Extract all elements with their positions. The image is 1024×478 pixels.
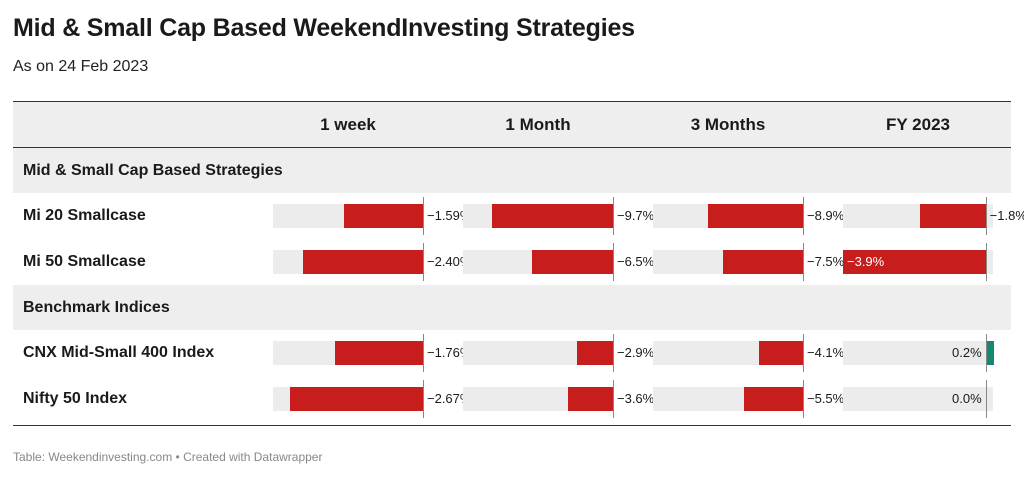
group-label: Mid & Small Cap Based Strategies (23, 162, 283, 179)
bar (335, 341, 423, 365)
group-row: Mid & Small Cap Based Strategies (13, 148, 1011, 193)
bar-value-label: −3.9% (847, 254, 885, 269)
bar-value-label: −4.1% (807, 345, 845, 360)
bar-track (843, 341, 993, 365)
bar-value-label: −2.9% (617, 345, 655, 360)
zero-line (423, 243, 424, 281)
bar (707, 204, 803, 228)
row-label: Nifty 50 Index (23, 390, 128, 407)
bar-value-label: −7.5% (807, 254, 845, 269)
zero-line (613, 380, 614, 418)
bar (303, 250, 423, 274)
bar (491, 204, 613, 228)
bar-value-label: −1.59% (427, 208, 472, 223)
bar-value-label: −2.67% (427, 391, 472, 406)
bar (343, 204, 423, 228)
zero-line (613, 334, 614, 372)
group-row: Benchmark Indices (13, 285, 1011, 330)
chart-title: Mid & Small Cap Based WeekendInvesting S… (13, 14, 635, 42)
column-header: 1 week (320, 115, 376, 134)
zero-line (986, 380, 987, 418)
bar-value-label: −3.6% (617, 391, 655, 406)
row-label: CNX Mid-Small 400 Index (23, 344, 215, 361)
zero-line (986, 197, 987, 235)
bar-value-label: −1.76% (427, 345, 472, 360)
table-row: Nifty 50 Index −2.67% −3.6% −5.5% 0.0% (13, 376, 1011, 422)
chart-footer: Table: Weekendinvesting.com • Created wi… (13, 450, 323, 464)
zero-line (613, 197, 614, 235)
table-row: CNX Mid-Small 400 Index −1.76% −2.9% −4.1% 0… (13, 330, 1011, 377)
header-row: 1 week 1 Month 3 Months FY 2023 (13, 102, 1011, 148)
zero-line (423, 334, 424, 372)
zero-line (423, 197, 424, 235)
column-header: FY 2023 (886, 115, 950, 134)
row-label: Mi 20 Smallcase (23, 207, 146, 224)
zero-line (803, 334, 804, 372)
bar (919, 204, 986, 228)
bar-value-label: 0.0% (952, 391, 982, 406)
bar-track (843, 387, 993, 411)
bar-value-label: −1.8% (989, 208, 1024, 223)
bar-value-label: −2.40% (427, 254, 472, 269)
zero-line (803, 380, 804, 418)
table-row: Mi 20 Smallcase −1.59% −9.7% −8.9% −1.8% (13, 193, 1024, 240)
bar (568, 387, 613, 411)
column-header: 1 Month (505, 115, 571, 134)
bar-value-label: −5.5% (807, 391, 845, 406)
performance-table: 1 week 1 Month 3 Months FY 2023 Mid & Small … (13, 101, 1024, 426)
bar (289, 387, 423, 411)
bar-value-label: 0.2% (952, 345, 982, 360)
column-header: 3 Months (690, 115, 766, 134)
bar (576, 341, 613, 365)
bar-value-label: −8.9% (807, 208, 845, 223)
table-row: Mi 50 Smallcase −2.40% −6.5% −7.5% −3.9% (13, 239, 1011, 285)
zero-line (423, 380, 424, 418)
zero-line (613, 243, 614, 281)
bar (722, 250, 803, 274)
zero-line (803, 243, 804, 281)
bar-value-label: −6.5% (617, 254, 655, 269)
bar (531, 250, 613, 274)
row-label: Mi 50 Smallcase (23, 253, 146, 270)
zero-line (986, 243, 987, 281)
bar-value-label: −9.7% (617, 208, 655, 223)
zero-line (986, 334, 987, 372)
zero-line (803, 197, 804, 235)
chart-subtitle: As on 24 Feb 2023 (13, 58, 149, 75)
bar (986, 341, 994, 365)
bar (744, 387, 803, 411)
bar (843, 250, 986, 274)
bar (759, 341, 803, 365)
group-label: Benchmark Indices (23, 299, 170, 316)
